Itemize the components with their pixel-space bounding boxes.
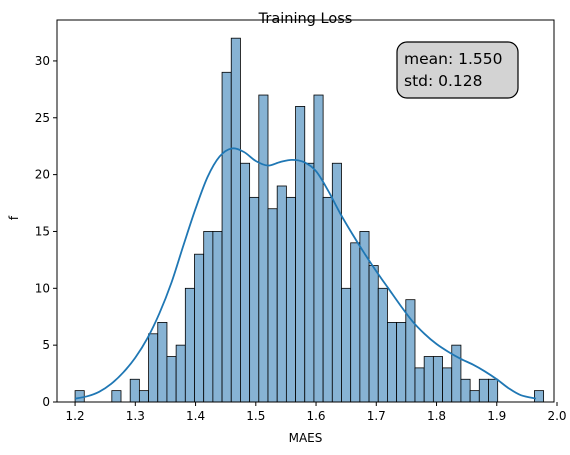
histogram-bar xyxy=(478,378,489,403)
histogram-bar xyxy=(175,344,186,403)
stats-annotation: mean: 1.550 std: 0.128 xyxy=(396,41,519,99)
histogram-bar xyxy=(469,390,480,403)
histogram-bar xyxy=(267,208,278,403)
y-tick-label: 5 xyxy=(42,338,50,352)
histogram-bar xyxy=(534,390,545,403)
histogram-bar xyxy=(295,106,306,403)
histogram-bar xyxy=(111,390,122,403)
histogram-bar xyxy=(212,231,223,403)
y-tick-label: 15 xyxy=(35,224,50,238)
x-tick-label: 1.6 xyxy=(306,409,325,423)
plot-frame xyxy=(56,19,555,403)
x-tick-label: 1.8 xyxy=(427,409,446,423)
x-tick-label: 1.9 xyxy=(487,409,506,423)
histogram-bar xyxy=(414,367,425,403)
chart-title: Training Loss xyxy=(258,11,353,27)
axes-layer xyxy=(56,19,555,403)
histogram-bar xyxy=(396,322,407,403)
histogram-bar xyxy=(138,390,149,403)
histogram-bar xyxy=(240,162,251,403)
stats-mean-text: mean: 1.550 xyxy=(404,50,502,68)
histogram-bar xyxy=(285,196,296,403)
stats-box xyxy=(396,41,519,99)
histogram-bar xyxy=(249,196,260,403)
x-tick-label: 1.2 xyxy=(66,409,85,423)
histogram-bar xyxy=(432,356,443,403)
histogram-bar xyxy=(387,322,398,403)
histogram-bar xyxy=(203,231,214,403)
histogram-bar xyxy=(258,94,269,403)
histogram-bar xyxy=(221,71,232,403)
x-axis-label: MAES xyxy=(289,431,323,445)
kde-curve xyxy=(74,147,537,400)
histogram-bar xyxy=(350,242,361,403)
histogram-bar xyxy=(341,287,352,403)
histogram-bar xyxy=(313,94,324,403)
y-axis-label: f xyxy=(7,215,21,220)
x-tick-label: 1.3 xyxy=(126,409,145,423)
histogram-bar xyxy=(148,333,159,403)
histogram-bar xyxy=(166,356,177,403)
histogram-bar xyxy=(129,378,140,403)
y-tick-label: 0 xyxy=(42,395,50,409)
x-tick-label: 1.4 xyxy=(186,409,205,423)
histogram-bar xyxy=(276,185,287,403)
x-tick-label: 1.7 xyxy=(367,409,386,423)
histogram-bar xyxy=(488,378,499,403)
histogram-bar xyxy=(74,390,85,403)
stats-std-text: std: 0.128 xyxy=(404,72,483,90)
x-tick-label: 1.5 xyxy=(246,409,265,423)
histogram-bar xyxy=(423,356,434,403)
ticks-layer: 1.2 1.3 1.4 1.5 1.6 1.7 1.8 1.9 2.0 0 5 10 15 20 25 30 xyxy=(35,54,567,423)
y-tick-label: 20 xyxy=(35,168,50,182)
histogram-bar xyxy=(460,378,471,403)
histogram-bar xyxy=(442,367,453,403)
histogram-bar xyxy=(194,253,205,403)
y-tick-label: 30 xyxy=(35,54,50,68)
histogram-bar xyxy=(368,265,379,403)
histogram-bar xyxy=(322,196,333,403)
histogram-bar xyxy=(230,37,241,403)
histogram-bar xyxy=(157,322,168,403)
histogram-bar xyxy=(377,287,388,403)
x-tick-label: 2.0 xyxy=(547,409,566,423)
y-tick-label: 25 xyxy=(35,111,50,125)
histogram-bar xyxy=(184,287,195,403)
histogram-bar xyxy=(304,162,315,403)
y-tick-label: 10 xyxy=(35,281,50,295)
